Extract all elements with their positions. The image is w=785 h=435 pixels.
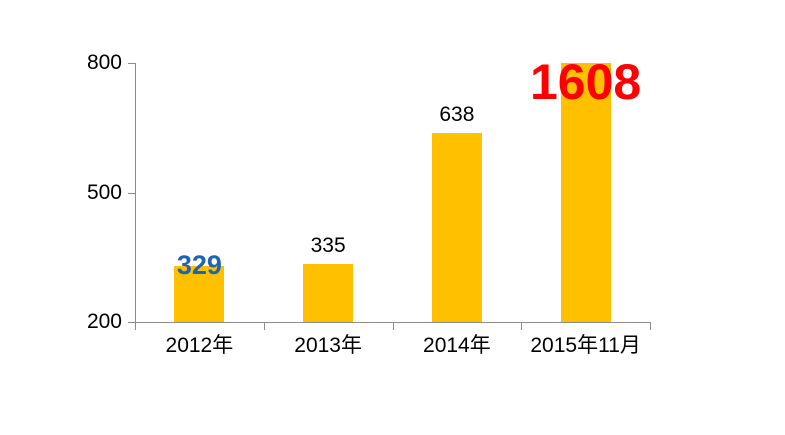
y-axis-tick	[128, 192, 135, 194]
bar-2	[303, 263, 354, 322]
y-axis-label: 800	[86, 51, 122, 75]
x-category-label: 2012年	[165, 334, 234, 357]
x-axis-tick	[263, 323, 265, 330]
x-category-label: 2014年	[423, 334, 491, 357]
value-label: 1608	[530, 54, 642, 110]
y-axis-label: 500	[86, 180, 122, 204]
x-axis-tick	[521, 323, 523, 330]
bar-3	[431, 132, 482, 322]
bar-4	[560, 63, 611, 322]
value-label: 638	[439, 102, 475, 126]
y-axis-tick	[128, 322, 135, 323]
bar-1	[174, 266, 225, 322]
y-axis-label: 200	[86, 310, 122, 334]
y-axis-line	[135, 63, 136, 322]
x-axis-line	[135, 322, 651, 323]
y-axis-tick	[128, 63, 135, 64]
x-axis-tick	[650, 323, 651, 330]
x-axis-tick	[392, 323, 394, 330]
value-label: 335	[310, 233, 346, 257]
x-axis-tick	[135, 323, 136, 330]
x-category-label: 2015年11月	[530, 334, 641, 357]
x-category-label: 2013年	[294, 334, 362, 357]
value-label: 329	[176, 250, 222, 281]
